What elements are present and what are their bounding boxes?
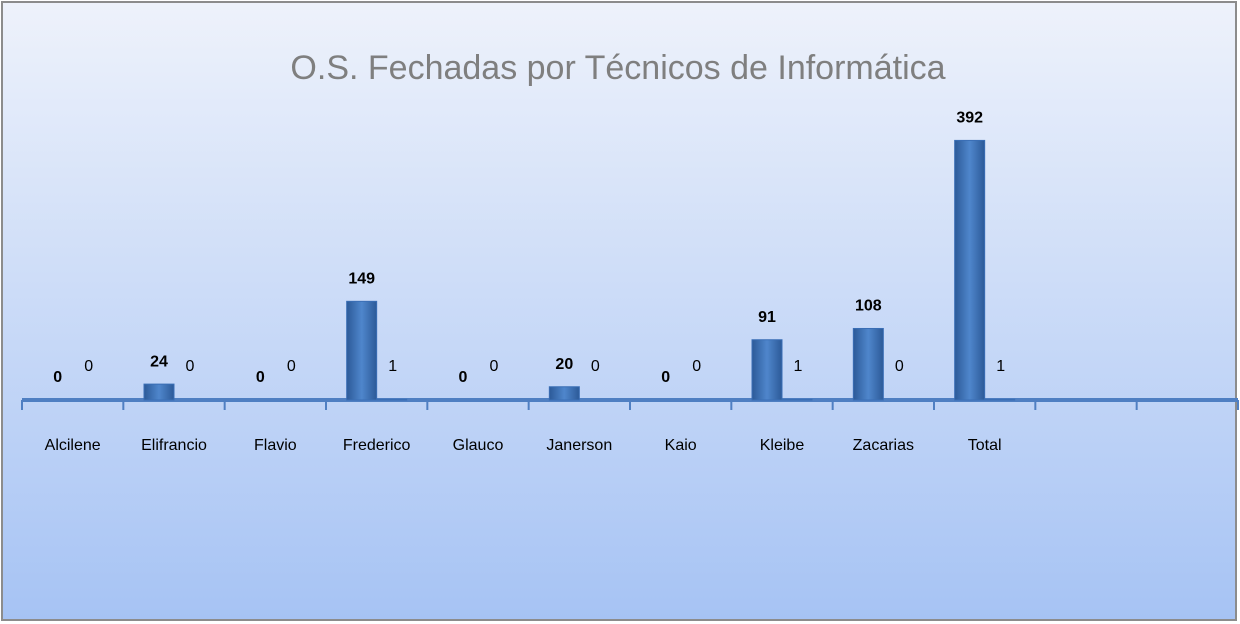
- x-tick-label: Kleibe: [760, 437, 805, 454]
- data-label: 0: [692, 358, 701, 375]
- data-label: 0: [287, 358, 296, 375]
- x-tick-label: Total: [968, 437, 1002, 454]
- data-label: 1: [388, 358, 397, 375]
- x-tick-label: Flavio: [254, 437, 297, 454]
- chart-title: O.S. Fechadas por Técnicos de Informátic…: [290, 49, 945, 87]
- data-label: 0: [661, 369, 670, 386]
- x-tick-label: Frederico: [343, 437, 411, 454]
- data-label: 108: [855, 298, 882, 315]
- data-label: 149: [348, 271, 375, 288]
- data-label: 20: [555, 356, 573, 373]
- data-label: 1: [794, 358, 803, 375]
- data-label: 392: [956, 110, 983, 127]
- bar: [852, 327, 884, 401]
- data-label: 0: [490, 358, 499, 375]
- data-label: 0: [84, 358, 93, 375]
- x-tick-label: Glauco: [453, 437, 504, 454]
- bar: [954, 139, 986, 401]
- data-label: 0: [256, 369, 265, 386]
- bar: [346, 300, 378, 401]
- x-tick-label: Elifrancio: [141, 437, 207, 454]
- bar: [751, 339, 783, 401]
- bar: [143, 383, 175, 401]
- bar: [548, 386, 580, 401]
- x-tick-label: Zacarias: [853, 437, 914, 454]
- x-tick-label: Janerson: [546, 437, 612, 454]
- data-label: 0: [895, 358, 904, 375]
- data-label: 1: [996, 358, 1005, 375]
- data-label: 0: [459, 369, 468, 386]
- data-label: 0: [591, 358, 600, 375]
- bar: [376, 398, 408, 401]
- data-label: 0: [186, 358, 195, 375]
- bar: [781, 398, 813, 401]
- x-tick-label: Alcilene: [45, 437, 101, 454]
- data-label: 91: [758, 309, 776, 326]
- bar: [984, 398, 1016, 401]
- x-tick-label: Kaio: [665, 437, 697, 454]
- data-label: 0: [53, 369, 62, 386]
- data-label: 24: [150, 353, 168, 370]
